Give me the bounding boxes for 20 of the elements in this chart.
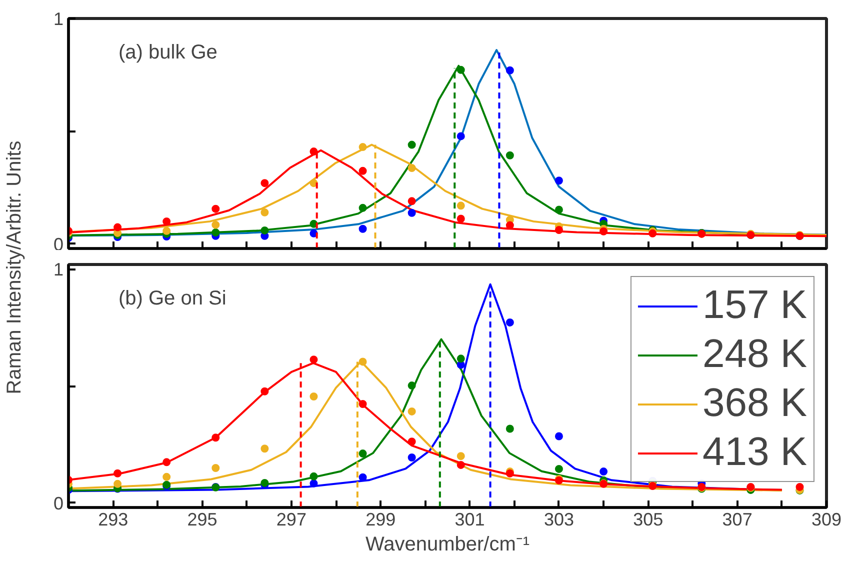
y-tick-label: 1	[53, 260, 64, 280]
legend-label: 157 K	[702, 283, 807, 328]
y-axis-title: Raman Intensity/Arbitr. Units	[4, 140, 26, 394]
x-tick-label: 293	[98, 510, 128, 530]
x-tick-label: 295	[187, 510, 218, 530]
x-tick-label: 299	[366, 510, 396, 530]
x-tick-label: 303	[544, 510, 574, 530]
annotation: (b) Ge on Si	[118, 288, 226, 310]
legend-label: 368 K	[702, 381, 807, 426]
legend-label: 248 K	[702, 332, 807, 377]
y-tick-label: 1	[53, 9, 64, 29]
x-tick-label: 309	[811, 510, 842, 530]
x-tick-label: 305	[633, 510, 664, 530]
x-tick-label: 307	[722, 510, 752, 530]
x-axis-title: Wavenumber/cm⁻¹	[365, 534, 530, 556]
legend-label: 413 K	[702, 430, 807, 475]
x-tick-label: 297	[276, 510, 306, 530]
y-tick-label: 0	[53, 493, 64, 514]
annotation: (a) bulk Ge	[118, 42, 218, 64]
x-tick-label: 301	[454, 510, 485, 530]
